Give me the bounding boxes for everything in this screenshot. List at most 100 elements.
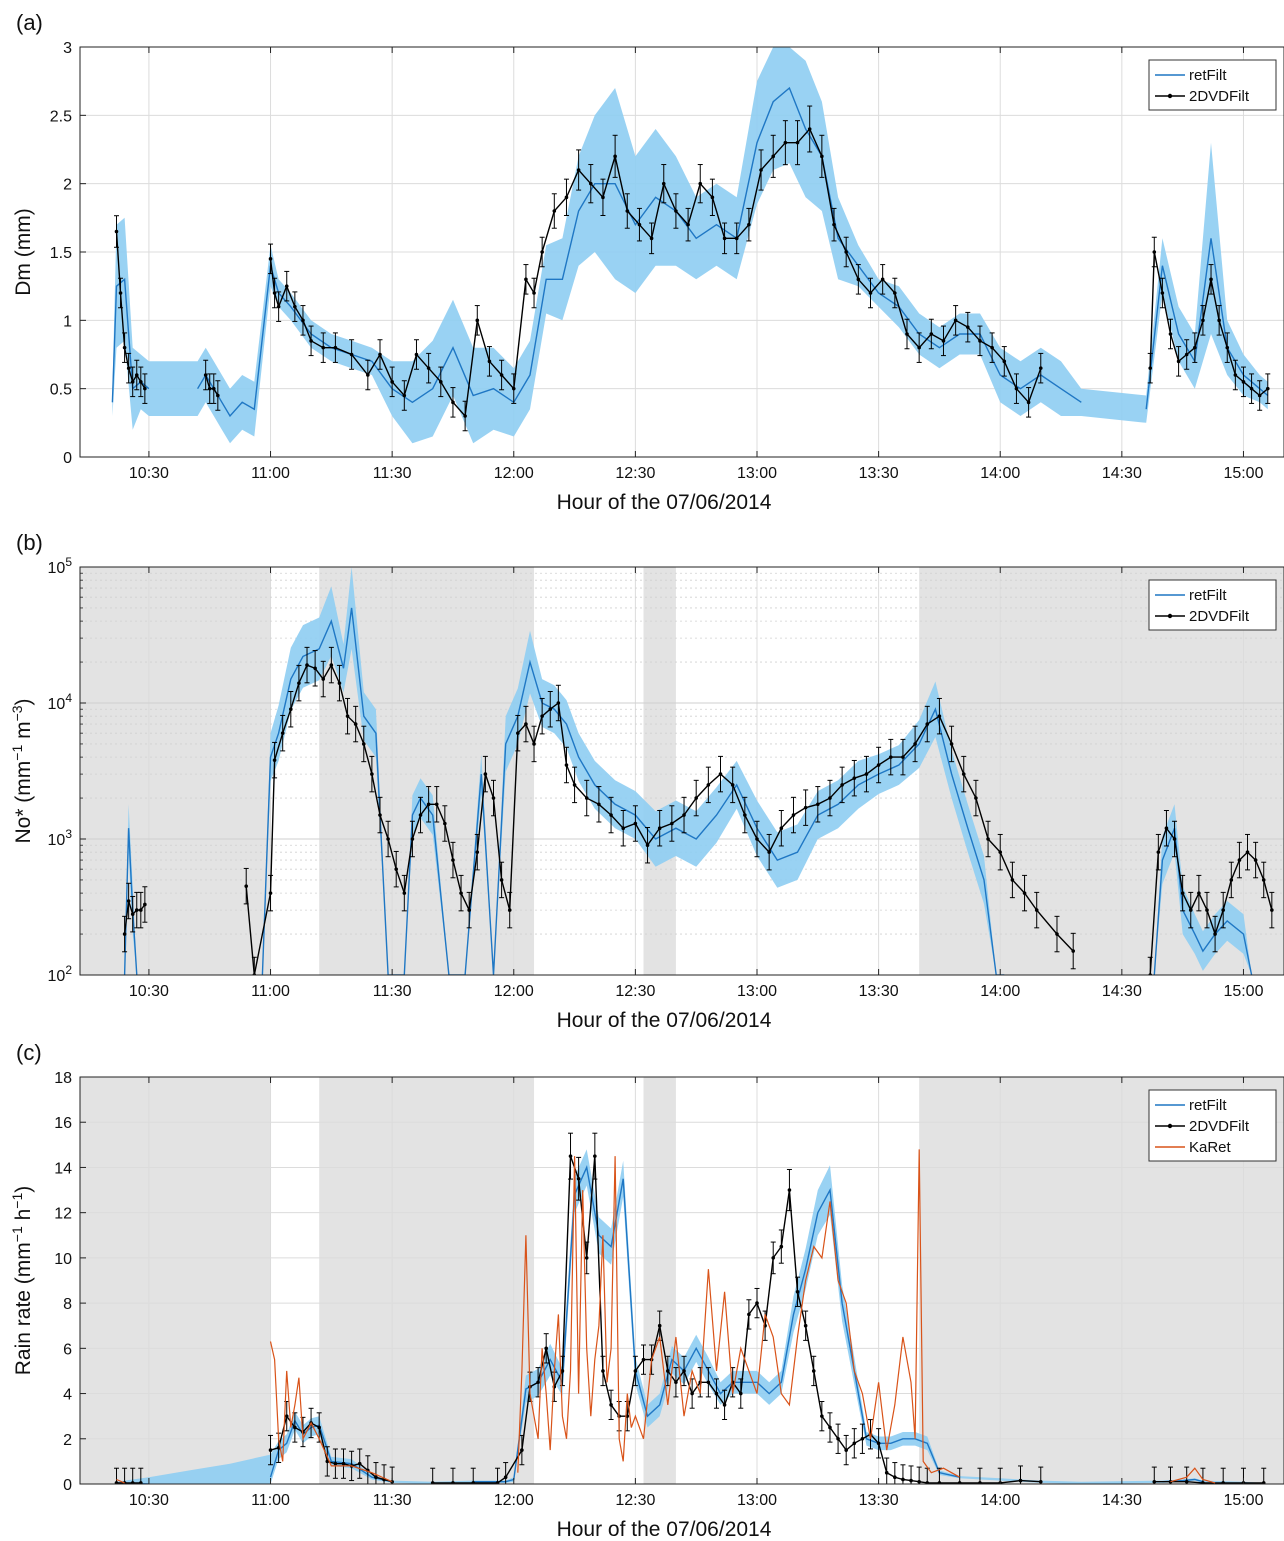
data-point: [471, 1481, 476, 1484]
y-tick-label: 0: [63, 1477, 72, 1494]
data-point: [965, 325, 970, 329]
data-point: [714, 1391, 719, 1396]
data-point: [649, 236, 654, 241]
data-point: [576, 1176, 581, 1181]
data-point: [349, 352, 354, 357]
y-tick-label: 8: [63, 1296, 72, 1313]
data-point: [499, 878, 504, 882]
data-point: [374, 1475, 378, 1480]
legend: retFilt 2DVDFilt KaRet: [1148, 1089, 1277, 1162]
legend-marker: [1167, 1123, 1173, 1129]
data-point: [722, 236, 727, 241]
data-point: [386, 837, 390, 841]
data-point: [366, 373, 370, 377]
data-point: [329, 663, 334, 667]
data-point: [507, 908, 512, 912]
data-point: [1071, 949, 1075, 953]
data-point: [767, 850, 771, 854]
panel-label: (a): [16, 10, 43, 35]
data-point: [276, 304, 281, 309]
data-point: [1197, 891, 1201, 895]
data-point: [1213, 932, 1217, 936]
data-point: [795, 1290, 800, 1294]
data-point: [402, 891, 407, 895]
plot-content: [122, 567, 1275, 975]
legend-marker: [1167, 93, 1173, 99]
data-point: [961, 772, 966, 776]
data-point: [706, 1380, 711, 1385]
legend-label: retFilt: [1189, 67, 1227, 84]
data-point: [698, 181, 703, 186]
y-tick-label: 2.5: [50, 108, 72, 125]
y-tick-label: 16: [54, 1115, 72, 1132]
data-point: [459, 891, 463, 895]
y-tick-label: 104: [48, 691, 73, 713]
y-tick-label: 14: [54, 1160, 72, 1177]
x-axis-label: Hour of the 07/06/2014: [557, 491, 772, 514]
data-point: [597, 802, 601, 807]
y-tick-label: 4: [63, 1387, 72, 1404]
data-point: [463, 414, 467, 418]
data-point: [284, 1414, 289, 1418]
data-point: [957, 1481, 962, 1484]
data-point: [1176, 359, 1181, 364]
legend-label: retFilt: [1189, 1097, 1227, 1114]
data-point: [864, 772, 869, 776]
data-point: [828, 1425, 832, 1430]
data-point: [118, 291, 123, 295]
data-point: [682, 1369, 686, 1373]
x-tick-label: 12:30: [615, 1492, 655, 1509]
chart-panel-1: 10:30 11:00 11:30 12:00 12:30 13:00 13:30 14:00…: [12, 10, 1284, 514]
x-axis-label: Hour of the 07/06/2014: [557, 1518, 772, 1541]
data-point: [755, 1301, 759, 1305]
data-point: [126, 899, 131, 903]
data-point: [844, 1448, 848, 1452]
data-point: [576, 168, 581, 172]
data-point: [807, 127, 812, 131]
data-point: [268, 891, 273, 895]
data-point: [868, 291, 873, 295]
y-tick-label: 18: [54, 1070, 72, 1087]
data-point: [730, 783, 735, 787]
data-point: [143, 902, 147, 907]
legend-box: [1148, 59, 1277, 111]
y-tick-label: 102: [48, 963, 73, 985]
data-point: [134, 373, 139, 377]
data-point: [743, 813, 747, 817]
data-point: [998, 850, 1003, 854]
data-point: [540, 714, 544, 718]
x-tick-label: 14:30: [1102, 1492, 1142, 1509]
data-point: [353, 722, 358, 726]
x-tick-label: 12:00: [494, 465, 534, 482]
legend-label: retFilt: [1189, 587, 1227, 604]
series-line-KaRet: [116, 1149, 1216, 1484]
x-tick-label: 11:30: [373, 465, 412, 482]
data-point: [1184, 1479, 1189, 1484]
x-tick-label: 14:30: [1102, 983, 1142, 1000]
data-point: [564, 763, 569, 767]
data-point: [937, 1481, 942, 1484]
data-point: [556, 701, 561, 705]
data-point: [1245, 850, 1250, 854]
data-point: [690, 1391, 694, 1396]
data-point: [1148, 366, 1153, 370]
data-point: [1265, 386, 1270, 391]
data-point: [272, 758, 277, 762]
data-point: [949, 742, 954, 746]
data-point: [978, 339, 982, 343]
data-point: [633, 1369, 638, 1373]
shaded-region: [80, 567, 271, 975]
data-point: [1018, 1478, 1023, 1483]
data-point: [548, 707, 553, 712]
data-point: [1249, 386, 1254, 391]
data-point: [584, 1256, 589, 1260]
data-point: [1168, 332, 1173, 336]
data-point: [293, 304, 297, 309]
data-point: [552, 209, 557, 213]
data-point: [467, 908, 471, 912]
data-point: [268, 1448, 273, 1452]
data-point: [791, 813, 796, 817]
x-tick-label: 14:00: [980, 1492, 1020, 1509]
y-tick-label: 12: [54, 1206, 72, 1223]
data-point: [524, 722, 528, 726]
